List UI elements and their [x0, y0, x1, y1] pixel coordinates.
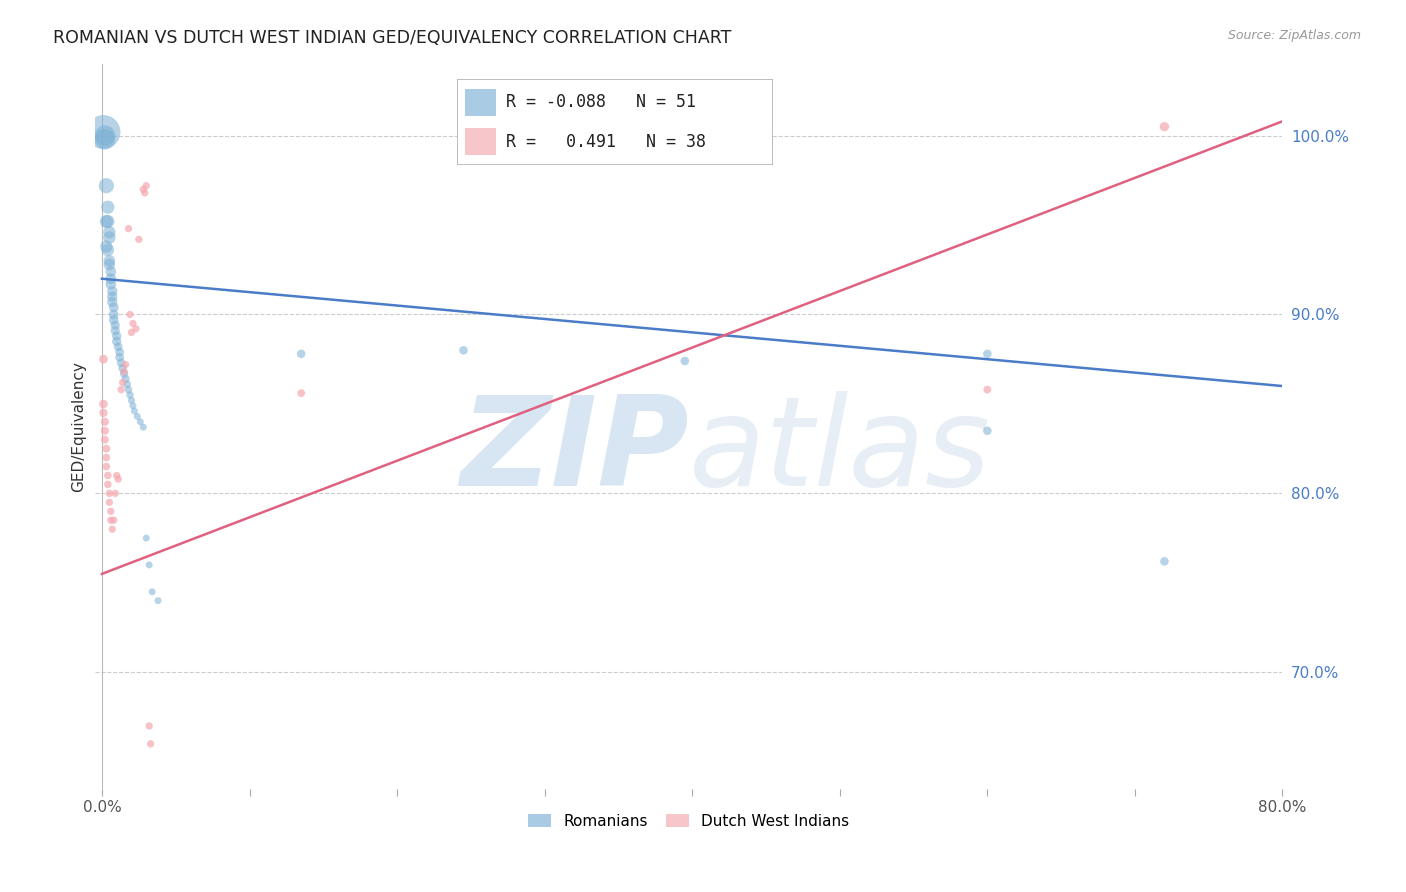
Point	[98, 495, 121, 509]
Point	[96, 178, 118, 193]
Point	[976, 424, 998, 438]
Point	[125, 322, 148, 336]
Point	[93, 352, 115, 367]
Point	[93, 125, 115, 139]
Point	[141, 584, 163, 599]
Point	[673, 354, 696, 368]
Point	[112, 365, 135, 379]
Point	[110, 356, 132, 370]
Point	[1153, 554, 1175, 568]
Point	[124, 404, 146, 418]
Point	[100, 264, 122, 278]
Point	[93, 397, 115, 411]
Point	[122, 317, 145, 331]
Point	[107, 472, 129, 486]
Text: Source: ZipAtlas.com: Source: ZipAtlas.com	[1227, 29, 1361, 42]
Point	[94, 424, 117, 438]
Point	[94, 433, 117, 447]
Text: ROMANIAN VS DUTCH WEST INDIAN GED/EQUIVALENCY CORRELATION CHART: ROMANIAN VS DUTCH WEST INDIAN GED/EQUIVA…	[53, 29, 731, 46]
Point	[118, 388, 141, 402]
Point	[129, 415, 152, 429]
Point	[100, 504, 122, 518]
Point	[96, 239, 118, 253]
Text: atlas: atlas	[689, 392, 991, 512]
Point	[135, 178, 157, 193]
Point	[100, 277, 122, 291]
Text: ZIP: ZIP	[460, 392, 689, 512]
Point	[97, 477, 120, 491]
Point	[453, 343, 475, 358]
Point	[107, 340, 129, 354]
Point	[108, 351, 131, 365]
Point	[101, 285, 124, 299]
Point	[97, 214, 120, 228]
Point	[104, 318, 127, 333]
Point	[135, 531, 157, 545]
Point	[93, 406, 115, 420]
Point	[96, 459, 118, 474]
Point	[98, 257, 121, 271]
Point	[117, 221, 139, 235]
Point	[115, 377, 138, 392]
Point	[132, 182, 155, 196]
Point	[111, 361, 134, 376]
Point	[146, 593, 169, 607]
Point	[121, 393, 143, 408]
Point	[121, 326, 143, 340]
Point	[96, 450, 118, 465]
Point	[114, 372, 136, 386]
Point	[94, 128, 117, 143]
Point	[110, 383, 132, 397]
Point	[117, 383, 139, 397]
Point	[105, 329, 128, 343]
Point	[111, 376, 134, 390]
Point	[112, 367, 135, 381]
Point	[103, 313, 125, 327]
Point	[100, 513, 122, 527]
Point	[96, 214, 118, 228]
Point	[98, 486, 121, 500]
Legend: Romanians, Dutch West Indians: Romanians, Dutch West Indians	[522, 808, 855, 835]
Point	[976, 347, 998, 361]
Point	[96, 442, 118, 456]
Point	[104, 486, 127, 500]
Point	[101, 295, 124, 310]
Point	[104, 324, 127, 338]
Point	[103, 301, 125, 315]
Point	[108, 345, 131, 359]
Point	[139, 737, 162, 751]
Point	[290, 386, 312, 401]
Point	[122, 399, 145, 413]
Point	[114, 358, 136, 372]
Point	[290, 347, 312, 361]
Point	[98, 225, 121, 239]
Point	[105, 468, 128, 483]
Point	[118, 308, 141, 322]
Point	[976, 383, 998, 397]
Point	[103, 513, 125, 527]
Point	[98, 253, 121, 268]
Point	[94, 132, 117, 146]
Point	[101, 522, 124, 536]
Point	[101, 290, 124, 304]
Point	[105, 334, 128, 349]
Point	[128, 232, 150, 246]
Point	[97, 243, 120, 257]
Point	[134, 186, 156, 200]
Point	[1153, 120, 1175, 134]
Point	[97, 468, 120, 483]
Y-axis label: GED/Equivalency: GED/Equivalency	[72, 361, 86, 491]
Point	[97, 200, 120, 214]
Point	[138, 558, 160, 572]
Point	[98, 230, 121, 244]
Point	[127, 409, 149, 424]
Point	[138, 719, 160, 733]
Point	[132, 420, 155, 434]
Point	[94, 415, 117, 429]
Point	[103, 308, 125, 322]
Point	[100, 271, 122, 285]
